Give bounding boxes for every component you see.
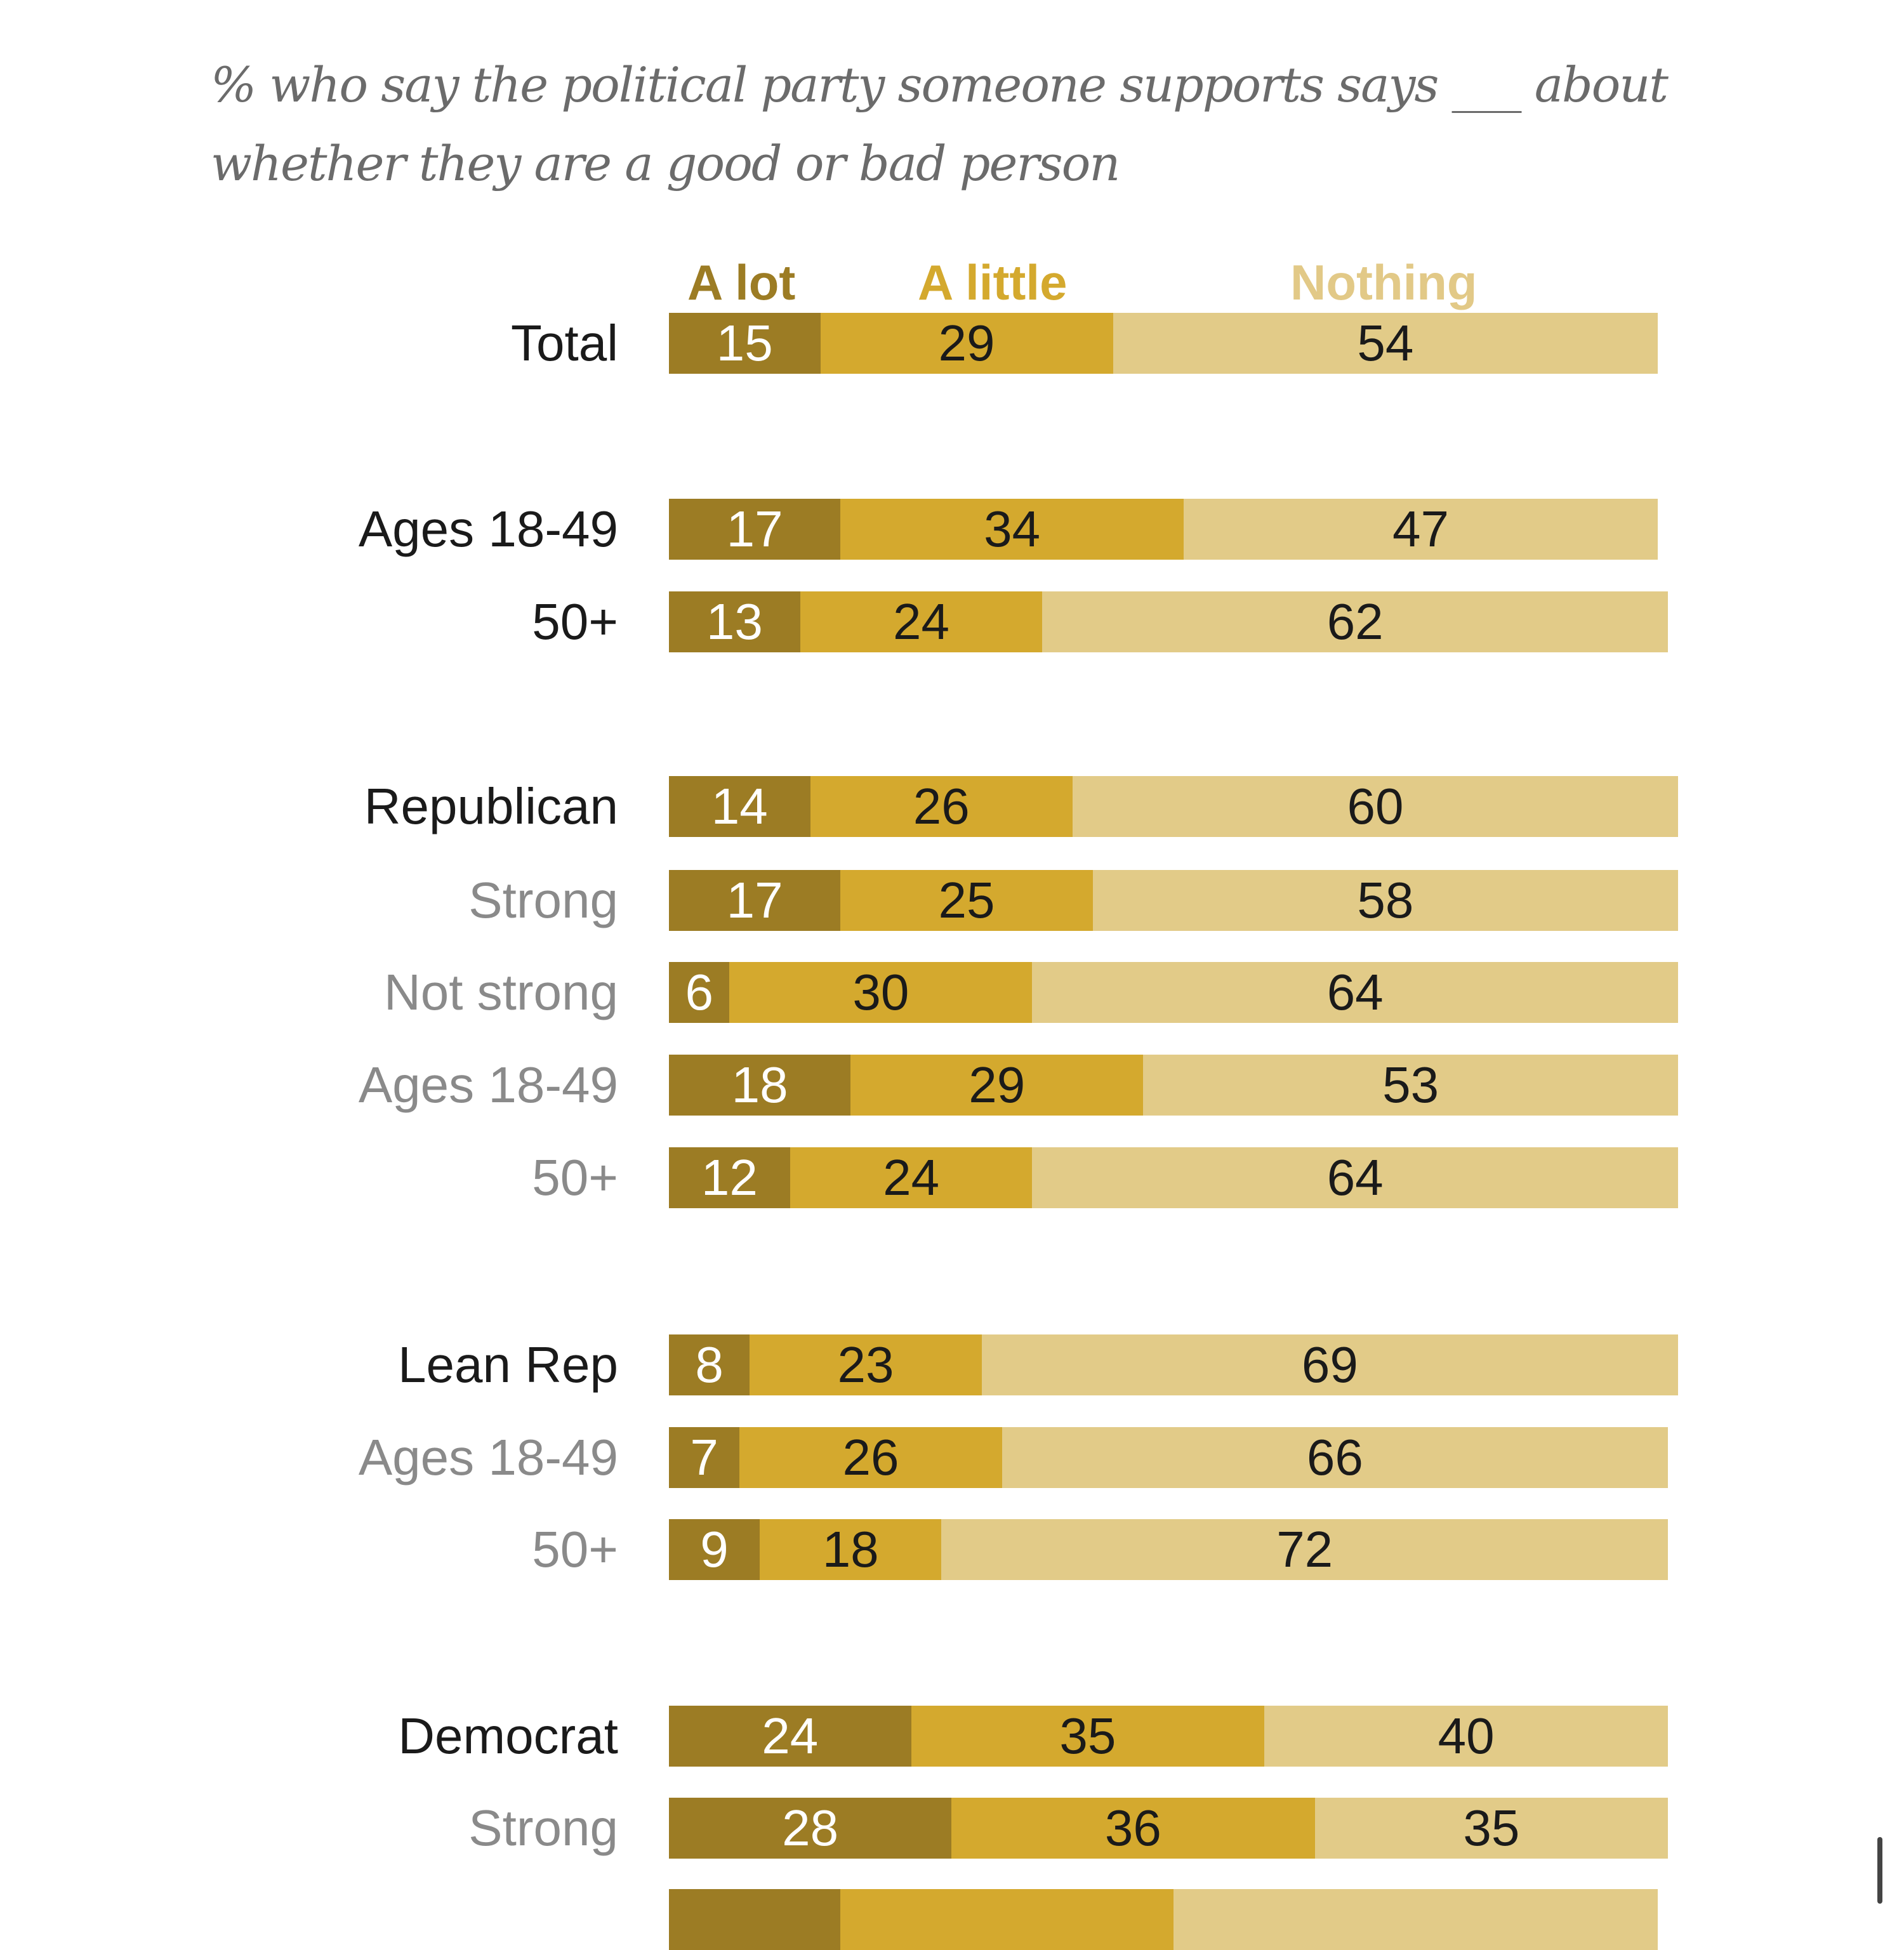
chart-subtitle: % who say the political party someone su… [211, 56, 1669, 192]
bar-segment-nothing: 60 [1072, 776, 1678, 837]
stacked-bar: 15 29 54 [669, 313, 1658, 374]
bar-segment-a-little: 30 [729, 962, 1033, 1023]
stacked-bar: 17 25 58 [669, 870, 1678, 931]
legend-nothing: Nothing [1290, 254, 1478, 310]
bar-segment-nothing: 64 [1032, 1147, 1678, 1208]
bar-segment-a-lot: 17 [669, 499, 841, 560]
bar-segment-a-little: 35 [911, 1706, 1265, 1767]
bar-segment-a-lot: 6 [669, 962, 730, 1023]
bar-segment-a-lot: 8 [669, 1334, 750, 1395]
row-label: Not strong [383, 964, 618, 1020]
stacked-bar: 9 18 72 [669, 1519, 1669, 1580]
bar-segment-a-lot: 24 [669, 1706, 911, 1767]
bar-segment-nothing: 64 [1032, 962, 1678, 1023]
bar-segment-a-little: 24 [800, 591, 1043, 652]
stacked-bar: 6 30 64 [669, 962, 1678, 1023]
bar-segment-a-lot: 12 [669, 1147, 790, 1208]
bar-segment-a-little: 29 [820, 313, 1113, 374]
row-label: Lean Rep [398, 1336, 618, 1393]
bar-segment-nothing: 53 [1143, 1055, 1678, 1116]
stacked-bar: 12 24 64 [669, 1147, 1678, 1208]
legend-a-lot: A lot [687, 254, 796, 310]
bar-segment-a-little: 26 [739, 1427, 1002, 1488]
stacked-bar [669, 1889, 1658, 1950]
row-label: Strong [468, 1800, 618, 1856]
stacked-bar: 13 24 62 [669, 591, 1669, 652]
bar-segment-a-little: 24 [790, 1147, 1033, 1208]
scrollbar[interactable] [1877, 1837, 1882, 1904]
bar-segment-nothing: 69 [981, 1334, 1678, 1395]
row-label: 50+ [532, 593, 618, 650]
bar-segment-a-little: 25 [840, 870, 1093, 931]
stacked-bar: 28 36 35 [669, 1798, 1669, 1859]
row-label: Strong [468, 872, 618, 928]
row-label: Republican [364, 778, 618, 834]
bar-segment-a-lot: 18 [669, 1055, 851, 1116]
bar-segment-a-lot: 9 [669, 1519, 760, 1580]
stacked-bar: 8 23 69 [669, 1334, 1678, 1395]
stacked-bar: 17 34 47 [669, 499, 1658, 560]
bar-segment-nothing: 35 [1314, 1798, 1669, 1859]
bar-segment-nothing [1173, 1889, 1658, 1950]
bar-segment-a-lot: 14 [669, 776, 810, 837]
bar-segment-nothing: 54 [1113, 313, 1658, 374]
stacked-bar: 18 29 53 [669, 1055, 1678, 1116]
row-label: 50+ [532, 1149, 618, 1206]
row-label: Total [511, 315, 618, 371]
row-label: Ages 18-49 [358, 1429, 618, 1486]
bar-segment-a-little: 29 [850, 1055, 1144, 1116]
bar-segment-a-little [840, 1889, 1173, 1950]
bar-segment-nothing: 72 [941, 1519, 1669, 1580]
bar-segment-a-little: 34 [840, 499, 1184, 560]
bar-segment-a-lot: 15 [669, 313, 821, 374]
stacked-bar: 24 35 40 [669, 1706, 1669, 1767]
bar-segment-a-lot: 7 [669, 1427, 740, 1488]
bar-segment-a-lot: 13 [669, 591, 800, 652]
bar-segment-nothing: 40 [1264, 1706, 1669, 1767]
bar-segment-a-lot [669, 1889, 841, 1950]
stacked-bar: 7 26 66 [669, 1427, 1669, 1488]
bar-segment-a-little: 23 [750, 1334, 982, 1395]
bar-segment-a-little: 36 [951, 1798, 1315, 1859]
bar-segment-nothing: 58 [1092, 870, 1678, 931]
bar-segment-a-lot: 28 [669, 1798, 952, 1859]
bar-segment-a-little: 18 [760, 1519, 942, 1580]
stacked-bar: 14 26 60 [669, 776, 1678, 837]
bar-segment-nothing: 47 [1183, 499, 1658, 560]
row-label: Ages 18-49 [358, 1057, 618, 1113]
legend-a-little: A little [918, 254, 1068, 310]
bar-segment-nothing: 66 [1002, 1427, 1669, 1488]
row-label: Democrat [398, 1708, 618, 1764]
bar-segment-a-little: 26 [810, 776, 1073, 837]
bar-segment-a-lot: 17 [669, 870, 841, 931]
row-label: 50+ [532, 1521, 618, 1578]
row-label: Ages 18-49 [358, 501, 618, 557]
bar-segment-nothing: 62 [1042, 591, 1669, 652]
